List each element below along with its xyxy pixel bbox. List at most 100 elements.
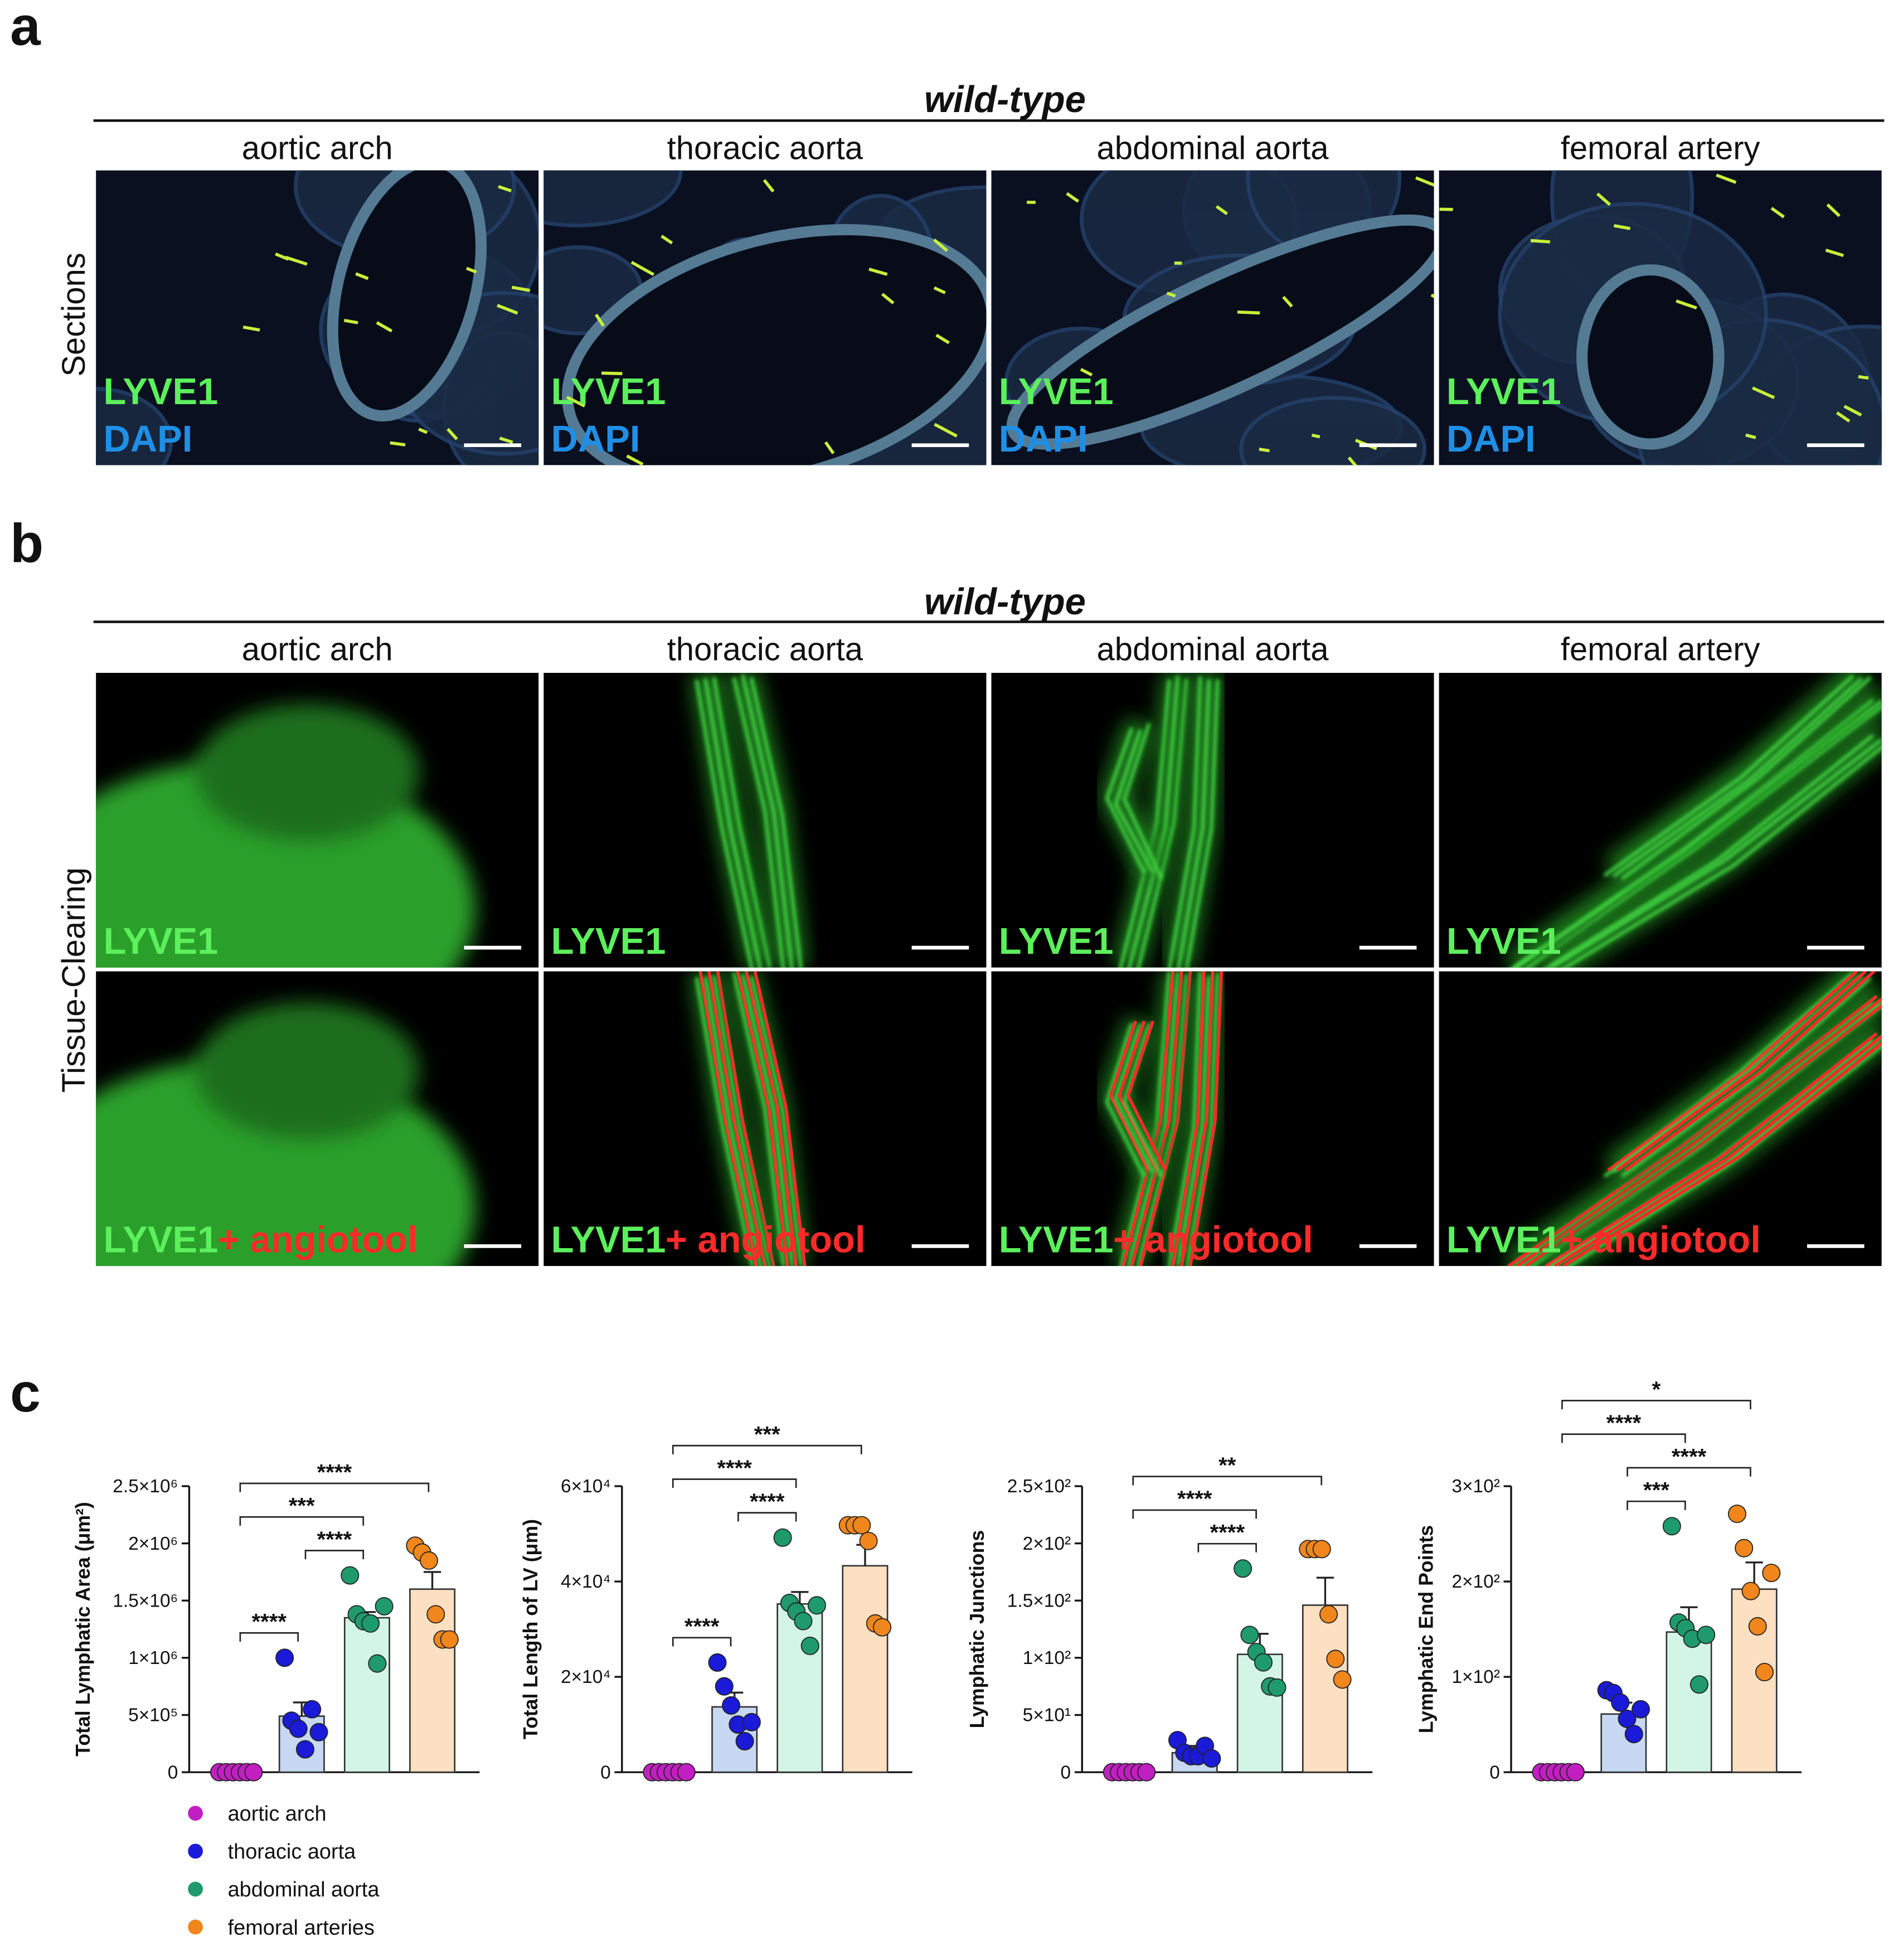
data-point (715, 1677, 734, 1696)
overlay-label: + angiotool (1113, 1219, 1313, 1261)
y-tick-label: 1.5×10² (1007, 1590, 1071, 1611)
panel-title: wild-type (924, 581, 1086, 623)
legend-marker (188, 1919, 203, 1935)
y-tick-label: 2.5×10⁶ (113, 1476, 178, 1497)
data-point (1624, 1725, 1643, 1744)
y-axis-label: Lymphatic End Points (1415, 1525, 1437, 1733)
cleared-image (1439, 672, 1882, 968)
bar (1666, 1631, 1712, 1773)
data-point (873, 1618, 892, 1637)
legend-label: femoral arteries (228, 1916, 375, 1939)
data-point (1748, 1617, 1767, 1636)
significance-bracket (672, 1637, 732, 1647)
panel-label: b (10, 512, 43, 574)
y-tick-label: 1×10⁶ (128, 1648, 178, 1668)
significance-bracket (672, 1444, 862, 1454)
y-tick-label: 1×10² (1451, 1667, 1499, 1687)
data-point (1741, 1581, 1760, 1600)
data-point (1566, 1763, 1585, 1782)
legend-marker (188, 1881, 203, 1897)
y-tick-label: 5×10⁵ (128, 1705, 178, 1726)
row-label: Tissue-Clearing (56, 867, 92, 1093)
data-point (440, 1630, 459, 1649)
column-header: abdominal aorta (1097, 130, 1329, 167)
data-point (722, 1696, 741, 1715)
data-point (368, 1654, 387, 1673)
section-image (96, 170, 539, 465)
column-header: thoracic aorta (667, 130, 863, 167)
error-bar (1316, 1576, 1334, 1605)
stain-label: LYVE1 (551, 1219, 666, 1261)
cleared-image (96, 971, 539, 1267)
data-point (794, 1612, 813, 1631)
data-point (1254, 1653, 1273, 1672)
y-tick-label: 1×10² (1023, 1648, 1071, 1668)
significance-bracket (239, 1516, 365, 1526)
significance-label: **** (1210, 1520, 1245, 1545)
cleared-image (543, 971, 987, 1267)
significance-label: **** (317, 1459, 352, 1484)
data-point (1690, 1675, 1708, 1694)
stain-label: LYVE1 (1446, 371, 1561, 413)
column-header: aortic arch (242, 130, 393, 167)
cleared-image (543, 672, 987, 968)
column-header: femoral artery (1561, 632, 1760, 668)
bar (1236, 1653, 1283, 1773)
significance-label: **** (750, 1489, 785, 1514)
y-tick-label: 2×10² (1023, 1534, 1071, 1554)
data-point (275, 1648, 294, 1667)
cleared-image (991, 672, 1434, 968)
significance-bracket (304, 1550, 365, 1560)
y-tick-label: 1.5×10⁶ (113, 1590, 178, 1611)
stain-label: LYVE1 (999, 920, 1114, 962)
data-point (1611, 1693, 1630, 1712)
data-point (735, 1732, 754, 1751)
data-point (677, 1763, 696, 1782)
data-point (1333, 1670, 1352, 1689)
bar (343, 1617, 390, 1773)
bar (1302, 1604, 1348, 1773)
data-point (419, 1551, 438, 1570)
significance-bracket (1132, 1509, 1257, 1519)
significance-bracket (1627, 1467, 1751, 1477)
significance-label: **** (317, 1527, 352, 1552)
legend-marker (188, 1806, 203, 1821)
column-header: femoral artery (1561, 130, 1760, 167)
y-tick-label: 0 (168, 1762, 178, 1783)
data-point (295, 1740, 314, 1759)
column-header: aortic arch (242, 632, 393, 668)
significance-label: **** (1177, 1486, 1212, 1511)
significance-label: **** (252, 1609, 287, 1634)
column-header: abdominal aorta (1097, 632, 1329, 668)
data-point (1268, 1678, 1287, 1697)
legend-label: abdominal aorta (228, 1878, 380, 1901)
y-axis-label: Lymphatic Junctions (966, 1530, 988, 1729)
y-tick-label: 2.5×10² (1007, 1476, 1071, 1497)
y-tick-label: 3×10² (1451, 1476, 1499, 1497)
y-tick-label: 2×10⁴ (561, 1667, 611, 1687)
data-point (1326, 1649, 1345, 1668)
y-axis-label: Total Length of LV (μm) (520, 1519, 542, 1739)
legend-marker (188, 1843, 203, 1859)
panel-title: wild-type (924, 79, 1086, 120)
legend-label: thoracic aorta (228, 1840, 357, 1864)
significance-label: **** (1672, 1444, 1707, 1469)
error-bar (423, 1571, 441, 1589)
data-point (1202, 1749, 1221, 1768)
overlay-label: + angiotool (1561, 1219, 1761, 1261)
cleared-image (1439, 971, 1882, 1267)
significance-bracket (1132, 1476, 1323, 1486)
y-tick-label: 6×10⁴ (561, 1476, 611, 1497)
y-axis-label: Total Lymphatic Area (μm²) (72, 1502, 94, 1757)
data-point (1755, 1663, 1774, 1682)
data-point (807, 1596, 827, 1615)
data-point (1762, 1564, 1781, 1583)
overlay-label: + angiotool (666, 1219, 866, 1261)
significance-label: * (1652, 1377, 1661, 1402)
data-point (1697, 1626, 1716, 1644)
data-point (375, 1597, 394, 1616)
stain-label: LYVE1 (999, 371, 1114, 413)
y-tick-label: 4×10⁴ (561, 1571, 611, 1592)
data-point (1312, 1540, 1331, 1559)
data-point (289, 1719, 308, 1738)
